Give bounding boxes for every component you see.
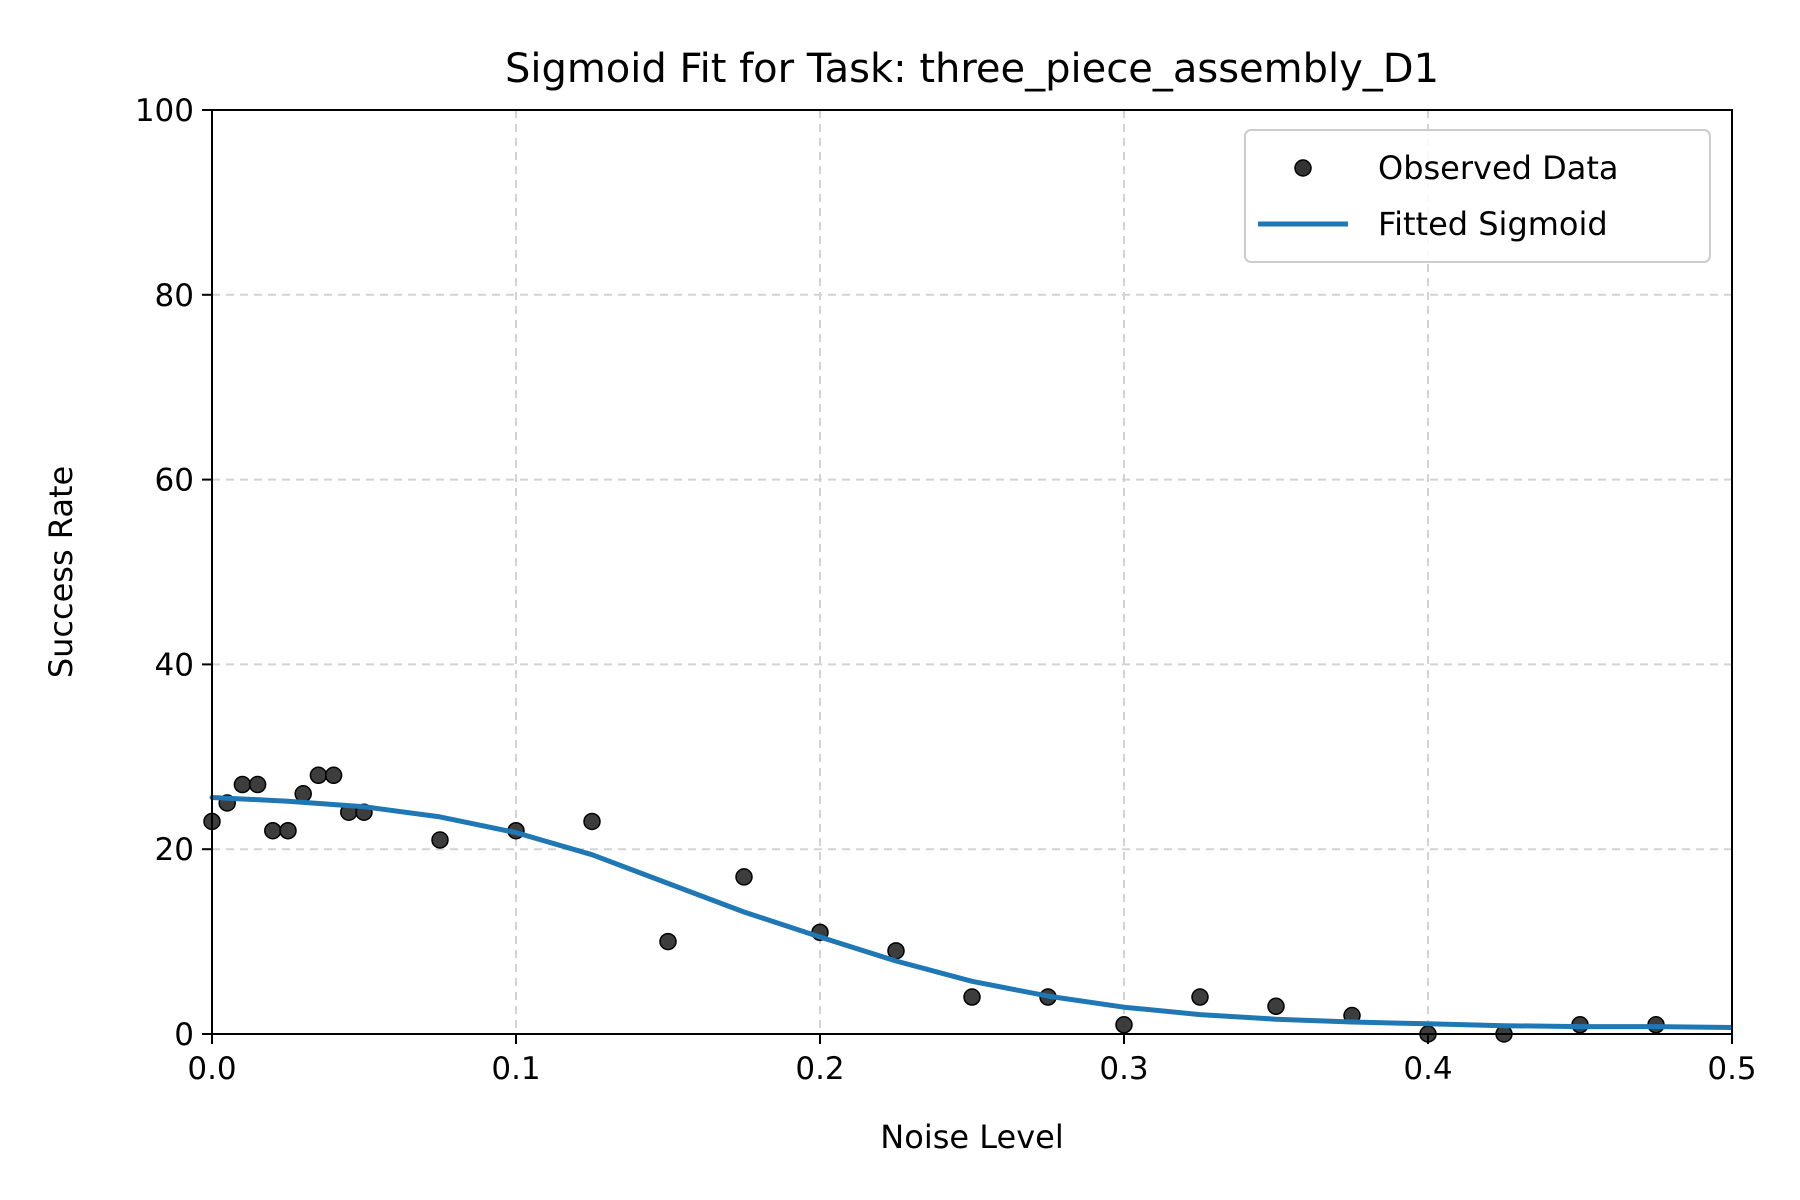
observed-data-point [887,942,905,960]
x-tick-label: 0.0 [187,1051,236,1087]
legend-box [1244,129,1711,263]
plot-data [203,766,1732,1043]
x-tick-label: 0.1 [491,1051,540,1087]
observed-data-point [324,766,343,785]
observed-data-point [248,775,267,794]
legend-marker-observed-data [1294,159,1312,177]
axis-ticks: 0.0 0.1 0.2 0.3 0.4 0.5 0 20 40 60 80 100 [135,93,1757,1087]
legend-label-fitted-sigmoid: Fitted Sigmoid [1378,205,1608,243]
observed-data-point [1191,988,1209,1006]
grid [212,110,1732,1034]
observed-data-point [264,821,282,840]
observed-data-point [309,766,328,785]
observed-data-point [583,812,601,831]
observed-data-point [431,831,449,849]
y-axis-label: Success Rate [42,466,80,678]
y-tick-label: 0 [174,1017,194,1053]
y-tick-label: 100 [135,93,194,129]
fitted-sigmoid-line [209,795,1732,1030]
observed-data-point [963,988,981,1006]
observed-data-point [279,821,297,840]
y-tick-label: 40 [155,647,194,683]
observed-data-point [233,775,252,794]
observed-data-point [735,868,753,886]
observed-data-point [1115,1016,1133,1034]
x-axis-label: Noise Level [880,1118,1063,1156]
x-tick-label: 0.3 [1099,1051,1148,1087]
legend-label-observed-data: Observed Data [1378,149,1619,187]
y-tick-label: 80 [155,278,194,314]
x-tick-label: 0.5 [1707,1051,1756,1087]
observed-data-point [294,785,312,803]
chart-title: Sigmoid Fit for Task: three_piece_assemb… [505,46,1439,92]
legend: Observed Data Fitted Sigmoid [1244,129,1711,263]
x-tick-label: 0.4 [1403,1051,1452,1087]
plot-frame [211,109,1733,1035]
observed-data-point [1267,997,1285,1016]
y-tick-label: 20 [155,832,194,868]
x-tick-label: 0.2 [795,1051,844,1087]
y-tick-label: 60 [155,463,194,499]
observed-data-point [659,932,677,951]
